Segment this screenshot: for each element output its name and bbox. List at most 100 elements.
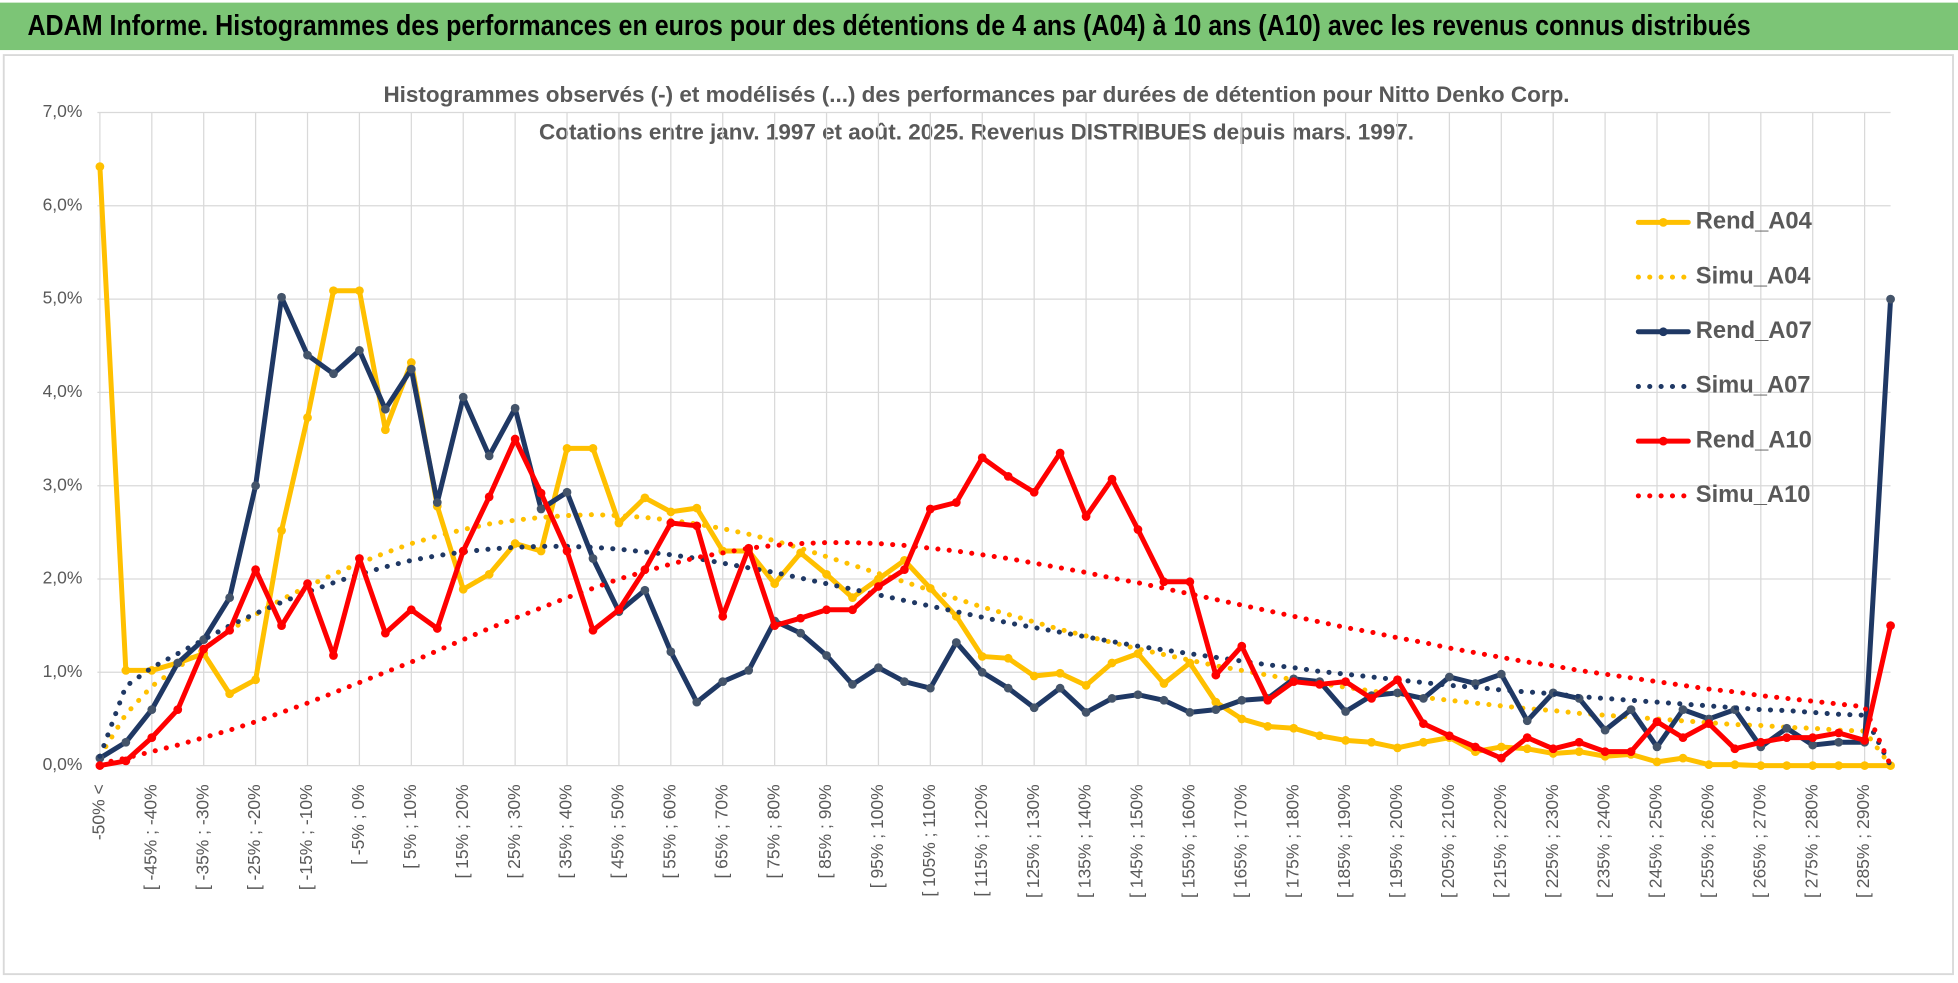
data-point bbox=[1315, 680, 1325, 689]
data-point bbox=[1263, 695, 1273, 705]
data-point bbox=[1860, 736, 1869, 745]
data-point bbox=[1029, 671, 1039, 681]
y-tick-label: 6,0% bbox=[43, 194, 83, 214]
data-point bbox=[718, 611, 728, 621]
data-point bbox=[173, 705, 183, 714]
x-tick-label: [ 195% ; 200% bbox=[1386, 784, 1406, 898]
data-point bbox=[1834, 728, 1844, 738]
data-point bbox=[744, 666, 754, 675]
data-point bbox=[1756, 761, 1766, 770]
data-point bbox=[510, 403, 520, 413]
x-tick-label: [ -45% ; -40% bbox=[140, 784, 160, 890]
data-point bbox=[458, 392, 468, 402]
y-tick-label: 1,0% bbox=[43, 661, 83, 681]
data-point bbox=[1626, 705, 1636, 714]
data-point bbox=[329, 369, 338, 379]
x-tick-label: [ 165% ; 170% bbox=[1230, 784, 1250, 898]
data-point bbox=[1211, 697, 1221, 707]
data-point bbox=[251, 481, 260, 491]
data-point bbox=[900, 677, 909, 686]
data-point bbox=[484, 569, 494, 579]
data-point bbox=[277, 292, 286, 302]
x-tick-label: [ 235% ; 240% bbox=[1594, 784, 1614, 898]
data-point bbox=[666, 507, 676, 517]
data-point bbox=[874, 582, 883, 591]
data-point bbox=[1574, 737, 1584, 747]
data-point bbox=[1756, 737, 1766, 747]
data-point bbox=[1133, 690, 1143, 700]
x-tick-label: [ 175% ; 180% bbox=[1282, 784, 1302, 898]
data-point bbox=[1081, 512, 1091, 521]
data-point bbox=[1522, 716, 1532, 726]
data-point bbox=[1419, 719, 1428, 728]
data-point bbox=[848, 605, 857, 615]
data-point bbox=[173, 658, 183, 668]
data-point bbox=[925, 683, 935, 693]
data-point bbox=[718, 677, 728, 686]
data-point bbox=[1496, 669, 1506, 679]
x-tick-label: [ 205% ; 210% bbox=[1438, 784, 1458, 898]
x-tick-label: [ 275% ; 280% bbox=[1801, 784, 1821, 898]
data-point bbox=[1055, 668, 1065, 678]
data-point bbox=[770, 621, 780, 631]
data-point bbox=[329, 286, 338, 296]
series-line bbox=[97, 294, 1894, 761]
data-point bbox=[1393, 675, 1402, 685]
x-tick-label: [ 285% ; 290% bbox=[1853, 784, 1873, 898]
x-tick-label: [ 85% ; 90% bbox=[815, 784, 835, 878]
data-point bbox=[355, 346, 364, 355]
x-tick-label: [ 5% ; 10% bbox=[400, 784, 420, 868]
data-point bbox=[562, 444, 572, 453]
data-point bbox=[1782, 761, 1792, 770]
legend-marker bbox=[1658, 436, 1668, 446]
data-point bbox=[510, 539, 520, 548]
data-point bbox=[121, 666, 131, 675]
data-point bbox=[251, 675, 260, 685]
data-point bbox=[1211, 705, 1221, 714]
data-point bbox=[1704, 760, 1714, 770]
x-tick-label: [ -25% ; -20% bbox=[244, 784, 264, 890]
data-point bbox=[614, 518, 624, 528]
data-point bbox=[1445, 672, 1454, 682]
data-point bbox=[1626, 747, 1636, 756]
series-line bbox=[97, 436, 1894, 769]
series-line bbox=[97, 540, 1894, 769]
data-point bbox=[900, 565, 909, 575]
data-point bbox=[225, 689, 235, 699]
data-point bbox=[1315, 731, 1325, 741]
data-point bbox=[1678, 753, 1688, 763]
x-tick-label: [ 115% ; 120% bbox=[971, 784, 991, 896]
x-tick-label: [ 75% ; 80% bbox=[763, 784, 783, 878]
data-point bbox=[1341, 736, 1350, 745]
data-point bbox=[458, 584, 468, 594]
legend-label: Simu_A10 bbox=[1696, 482, 1811, 508]
data-point bbox=[406, 358, 416, 367]
data-point bbox=[1782, 723, 1792, 733]
x-tick-label: [ -5% ; 0% bbox=[348, 784, 368, 865]
series-line bbox=[97, 164, 1894, 769]
data-point bbox=[1860, 761, 1869, 770]
data-point bbox=[925, 504, 935, 514]
x-tick-label: [ 225% ; 230% bbox=[1542, 784, 1562, 898]
data-point bbox=[1808, 761, 1818, 770]
x-tick-label: [ 255% ; 260% bbox=[1698, 784, 1718, 898]
legend-label: Rend_A10 bbox=[1696, 427, 1812, 453]
data-point bbox=[1237, 714, 1247, 724]
data-point bbox=[848, 593, 857, 603]
data-point bbox=[355, 286, 364, 296]
data-point bbox=[1834, 761, 1844, 770]
data-point bbox=[484, 492, 494, 502]
data-point bbox=[1704, 719, 1714, 728]
chart-subtitle: Cotations entre janv. 1997 et août. 2025… bbox=[539, 120, 1414, 145]
data-point bbox=[666, 518, 676, 528]
data-point bbox=[640, 585, 650, 595]
x-tick-label: [ 215% ; 220% bbox=[1490, 784, 1510, 898]
data-point bbox=[484, 451, 494, 461]
x-tick-label: [ 65% ; 70% bbox=[711, 784, 731, 878]
y-tick-label: 3,0% bbox=[43, 474, 83, 494]
chart-frame bbox=[2, 54, 1954, 976]
chart-title: Histogrammes observés (-) et modélisés (… bbox=[383, 82, 1569, 107]
data-point bbox=[951, 498, 961, 507]
data-point bbox=[1886, 294, 1895, 304]
